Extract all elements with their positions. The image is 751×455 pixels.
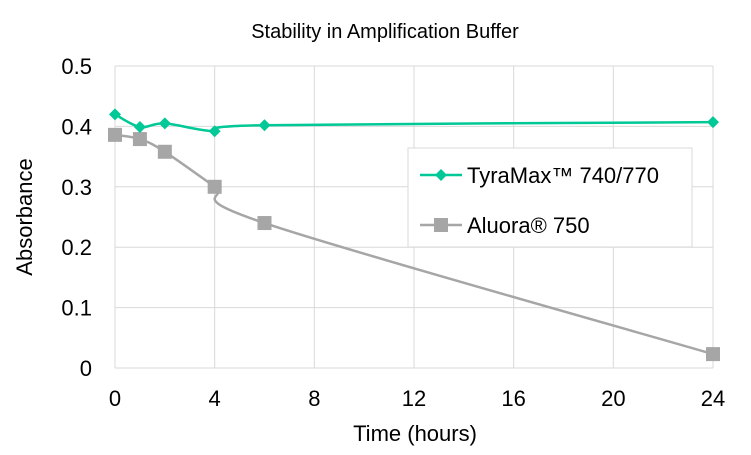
series-0 [109,108,719,138]
data-point-diamond [158,117,171,130]
legend-box [407,147,693,248]
y-tick-label: 0.2 [61,235,92,260]
y-tick-label: 0 [80,356,92,381]
data-point-square [108,127,122,142]
data-point-diamond [133,121,146,134]
series-1 [108,127,720,362]
data-point-square [132,132,147,147]
x-tick-label: 4 [209,386,221,411]
data-point-diamond [707,116,719,129]
x-axis-label: Time (hours) [353,421,477,446]
y-tick-label: 0.4 [61,114,92,139]
x-tick-label: 12 [402,386,426,411]
y-tick-label: 0.5 [61,54,92,79]
x-tick-label: 24 [701,386,725,411]
legend-label: TyraMax™ 740/770 [467,163,659,188]
x-tick-label: 20 [601,386,625,411]
y-tick-label: 0.3 [61,175,92,200]
data-point-square [207,179,222,194]
y-axis-label: Absorbance [12,158,37,275]
legend-marker [434,218,448,232]
chart-title: Stability in Amplification Buffer [251,21,519,43]
data-point-square [157,144,172,159]
x-tick-label: 0 [109,386,121,411]
data-point-diamond [208,125,221,138]
x-tick-label: 8 [308,386,320,411]
data-point-square [706,347,720,362]
legend-marker [435,169,447,181]
x-tick-label: 16 [501,386,525,411]
legend-label: Aluora® 750 [467,213,590,238]
y-tick-label: 0.1 [61,296,92,321]
data-point-square [257,216,272,231]
legend: TyraMax™ 740/770 Aluora® 750 [407,147,693,248]
data-point-diamond [258,119,271,132]
data-point-diamond [109,108,121,121]
